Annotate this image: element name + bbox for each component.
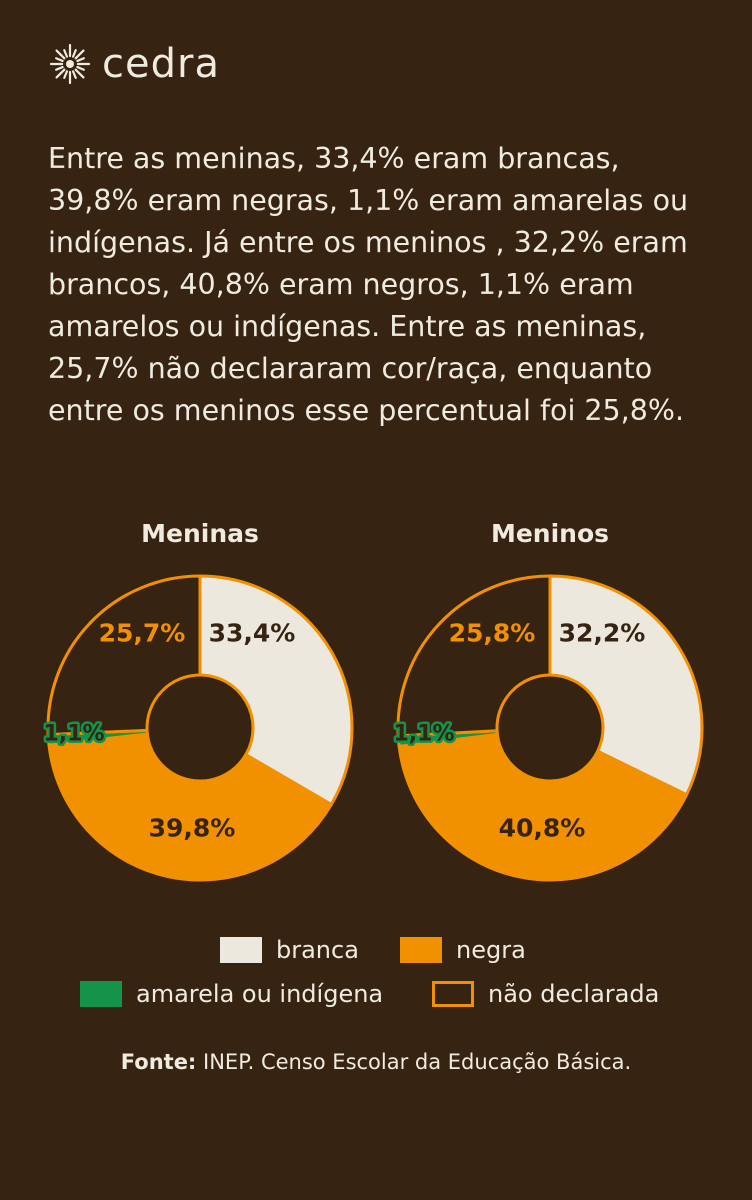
chart-meninas: Meninas 33,4% 39,8% 1,1% 25,7%: [40, 512, 360, 886]
slice-nao-declarada-meninas: [46, 574, 202, 737]
legend-swatch-amarela: [80, 981, 122, 1007]
data-label-branca-meninas: 33,4%: [209, 619, 296, 648]
legend-item-branca: branca: [220, 936, 359, 964]
legend-swatch-negra: [400, 937, 442, 963]
legend-swatch-branca: [220, 937, 262, 963]
data-label-branca-meninos: 32,2%: [559, 619, 646, 648]
sun-icon: [49, 43, 91, 85]
chart-title-meninas: Meninas: [141, 519, 259, 548]
chart-meninos: Meninos 32,2% 40,8% 1,1% 25,8%: [390, 512, 710, 886]
donut-chart-meninas: 33,4% 39,8% 1,1% 25,7%: [41, 574, 354, 882]
slice-negra-meninas: [47, 732, 333, 882]
brand-name: cedra: [102, 41, 220, 87]
legend-label-negra: negra: [456, 936, 526, 964]
data-label-nao-declarada-meninos: 25,8%: [449, 619, 536, 648]
legend-item-amarela: amarela ou indígena: [80, 980, 383, 1008]
slice-branca-meninas: [198, 574, 354, 807]
legend-label-branca: branca: [276, 936, 359, 964]
intro-paragraph: Entre as meninas, 33,4% eram brancas, 39…: [48, 142, 689, 427]
donut-chart-meninos: 32,2% 40,8% 1,1% 25,8%: [391, 574, 704, 882]
slice-negra-meninos: [397, 732, 689, 882]
chart-title-meninos: Meninos: [490, 519, 610, 548]
slice-branca-meninos: [548, 574, 704, 797]
legend-swatch-nao-declarada: [432, 981, 474, 1007]
data-label-amarela-meninos: 1,1%: [393, 722, 454, 747]
slice-nao-declarada-meninos: [396, 574, 552, 738]
data-label-nao-declarada-meninas: 25,7%: [99, 619, 186, 648]
legend-item-nao-declarada: não declarada: [432, 980, 659, 1008]
source-text: INEP. Censo Escolar da Educação Básica.: [203, 1050, 632, 1074]
source-label: Fonte:: [120, 1050, 197, 1074]
legend-item-negra: negra: [400, 936, 526, 964]
legend-label-amarela: amarela ou indígena: [136, 980, 384, 1008]
data-label-amarela-meninas: 1,1%: [43, 722, 104, 747]
data-label-negra-meninas: 39,8%: [149, 814, 236, 843]
brand-logo: cedra: [48, 42, 220, 86]
source-note: Fonte: INEP. Censo Escolar da Educação B…: [0, 1050, 752, 1074]
legend-label-nao-declarada: não declarada: [488, 980, 660, 1008]
data-label-negra-meninos: 40,8%: [499, 814, 586, 843]
